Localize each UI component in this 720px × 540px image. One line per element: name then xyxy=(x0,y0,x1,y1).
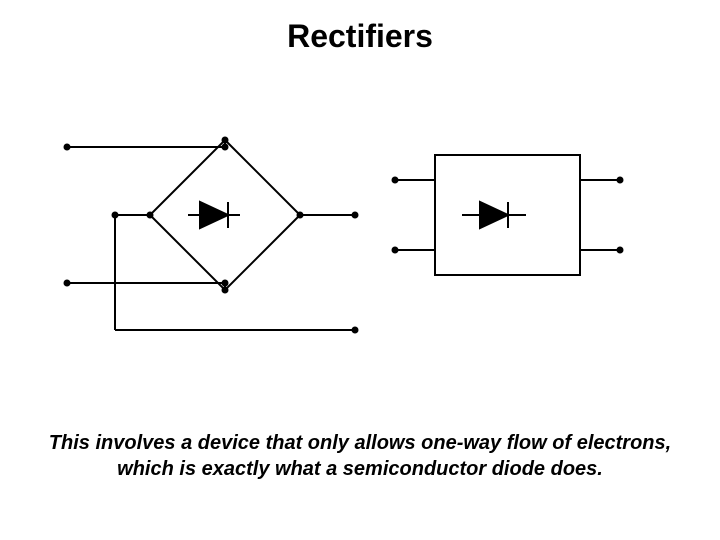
page-title: Rectifiers xyxy=(0,18,720,55)
rectifier-diagram xyxy=(0,100,720,360)
caption-text: This involves a device that only allows … xyxy=(20,430,700,482)
